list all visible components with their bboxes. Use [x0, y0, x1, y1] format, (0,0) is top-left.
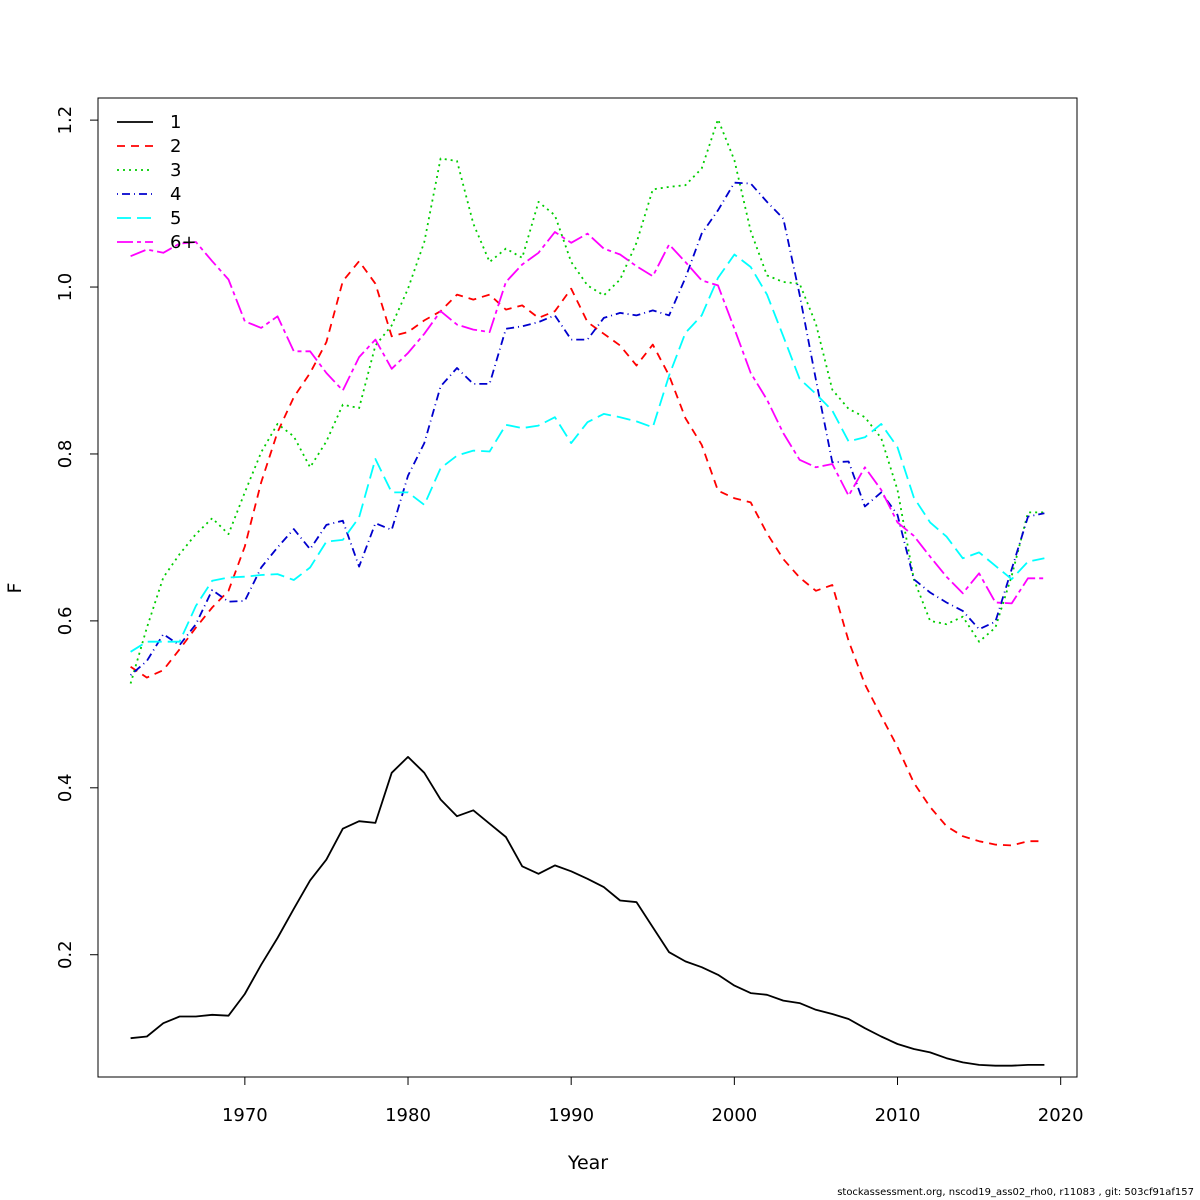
x-axis-title: Year [567, 1152, 608, 1174]
series-line-1 [130, 756, 1045, 1067]
legend-label: 4 [170, 184, 181, 205]
x-axis: 1970 1980 1990 2000 2010 2020 [222, 1076, 1084, 1126]
legend-label: 6+ [170, 232, 197, 253]
series-line-5 [130, 253, 1045, 653]
legend-label: 1 [170, 112, 181, 133]
x-tick-label: 2010 [875, 1105, 921, 1126]
y-tick-label: 1.0 [55, 273, 76, 302]
y-tick-label: 0.8 [55, 440, 76, 469]
series-layer [129, 118, 1045, 1067]
legend-label: 3 [170, 160, 181, 181]
legend-label: 5 [170, 208, 181, 229]
x-tick-label: 2000 [711, 1105, 757, 1126]
legend-label: 2 [170, 136, 181, 157]
legend: 1 2 3 4 5 6+ [117, 112, 197, 253]
y-tick-label: 0.4 [55, 773, 76, 802]
y-axis-title: F [4, 583, 26, 594]
y-axis: 0.2 0.4 0.6 0.8 1.0 1.2 [55, 106, 99, 969]
series-line-2 [130, 260, 1045, 847]
x-tick-label: 1990 [548, 1105, 594, 1126]
series-line-3 [129, 118, 1045, 684]
series-line-6 [130, 231, 1045, 605]
y-tick-label: 0.2 [55, 940, 76, 969]
series-line-4 [130, 181, 1045, 676]
plot-frame [97, 97, 1078, 1078]
y-tick-label: 0.6 [55, 607, 76, 636]
x-tick-label: 1970 [222, 1105, 268, 1126]
footer-source-text: stockassessment.org, nscod19_ass02_rho0,… [837, 1187, 1194, 1198]
x-tick-label: 1980 [385, 1105, 431, 1126]
y-tick-label: 1.2 [55, 106, 76, 135]
x-tick-label: 2020 [1038, 1105, 1084, 1126]
